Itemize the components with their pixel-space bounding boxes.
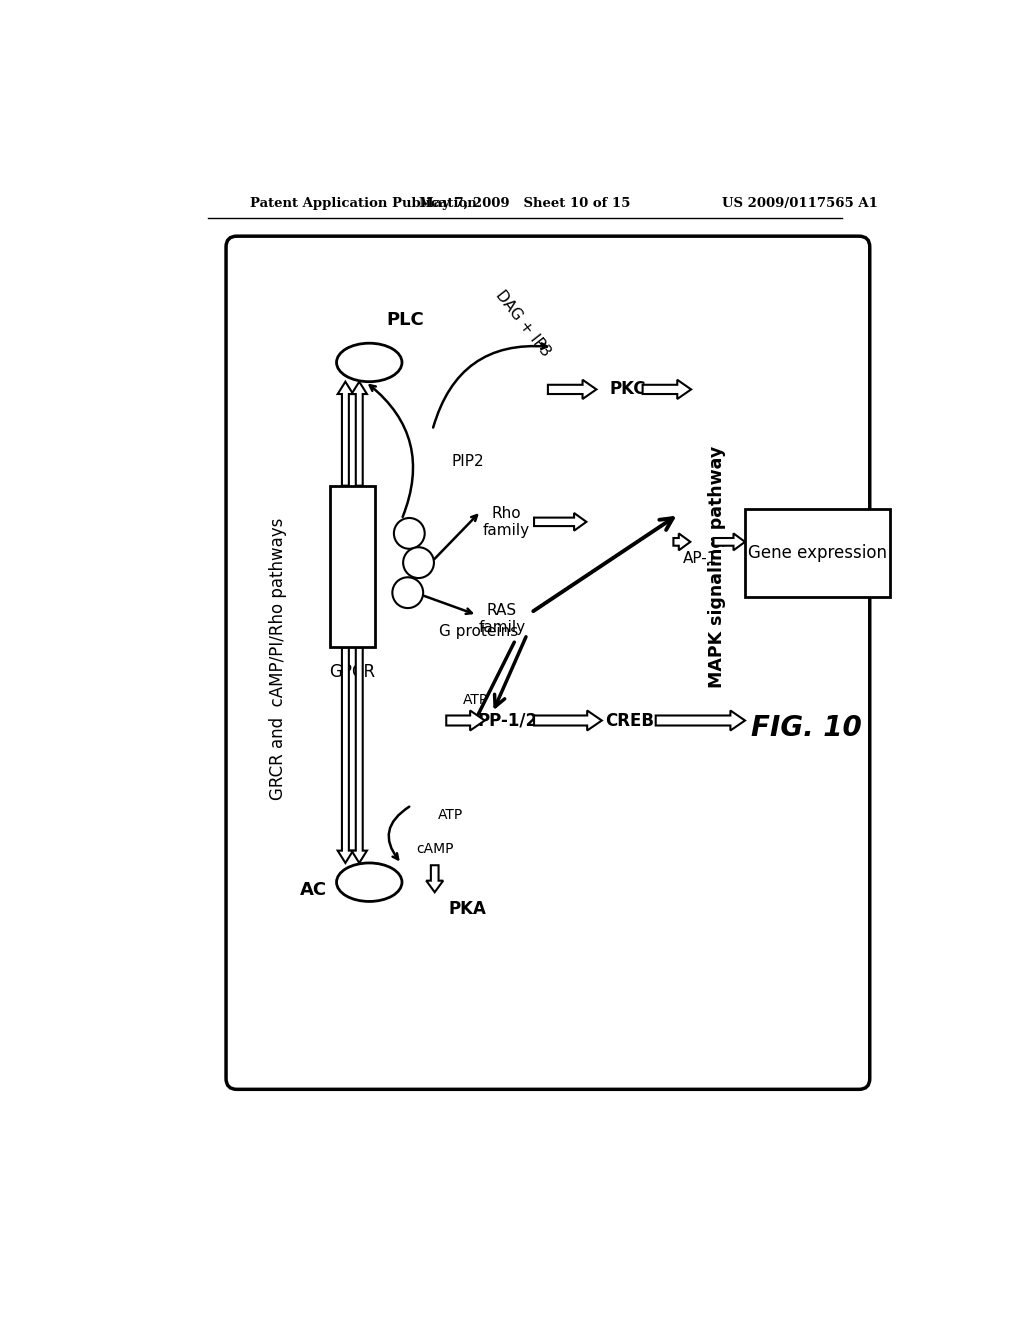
Polygon shape [674, 533, 690, 550]
Text: AC: AC [356, 874, 382, 891]
Text: Rho
family: Rho family [482, 506, 529, 539]
Text: PKA: PKA [449, 900, 486, 919]
Text: MAPK signaling pathway: MAPK signaling pathway [709, 445, 726, 688]
Polygon shape [426, 866, 443, 892]
Text: DAG + IP3: DAG + IP3 [493, 288, 554, 360]
Text: ATP: ATP [463, 693, 488, 706]
Text: q: q [404, 527, 414, 540]
Polygon shape [714, 533, 745, 550]
Text: cAMP: cAMP [416, 842, 454, 857]
Polygon shape [351, 647, 367, 863]
FancyBboxPatch shape [330, 486, 375, 647]
Circle shape [403, 548, 434, 578]
Text: 12: 12 [411, 556, 426, 569]
Text: AP-1: AP-1 [683, 552, 718, 566]
Text: May 7, 2009   Sheet 10 of 15: May 7, 2009 Sheet 10 of 15 [419, 197, 631, 210]
Polygon shape [548, 380, 596, 399]
Text: G proteins: G proteins [438, 624, 518, 639]
FancyBboxPatch shape [745, 508, 890, 597]
Text: PLC: PLC [386, 312, 424, 329]
Polygon shape [338, 647, 353, 863]
Text: Gene expression: Gene expression [748, 544, 887, 562]
Text: PIP2: PIP2 [452, 454, 484, 469]
Text: CREB: CREB [605, 711, 654, 730]
Text: ATP: ATP [437, 808, 463, 822]
Polygon shape [655, 710, 745, 730]
Polygon shape [535, 710, 602, 730]
Text: PKC: PKC [609, 380, 646, 399]
Text: PP-1/2: PP-1/2 [478, 711, 538, 730]
Text: RAS
family: RAS family [478, 603, 525, 635]
Text: AC: AC [300, 880, 327, 899]
Text: FIG. 10: FIG. 10 [752, 714, 862, 742]
Circle shape [392, 577, 423, 609]
Text: PLC: PLC [352, 354, 387, 371]
Circle shape [394, 517, 425, 549]
Text: Patent Application Publication: Patent Application Publication [250, 197, 476, 210]
Ellipse shape [337, 863, 402, 902]
Polygon shape [535, 513, 587, 531]
Polygon shape [446, 710, 484, 730]
Ellipse shape [337, 343, 402, 381]
Text: GRCR and  cAMP/PI/Rho pathways: GRCR and cAMP/PI/Rho pathways [269, 517, 288, 800]
FancyBboxPatch shape [226, 236, 869, 1089]
Text: GPCR: GPCR [330, 663, 376, 681]
Polygon shape [338, 381, 353, 486]
Polygon shape [643, 380, 691, 399]
Polygon shape [351, 381, 367, 486]
Text: US 2009/0117565 A1: US 2009/0117565 A1 [722, 197, 878, 210]
Text: si: si [402, 586, 413, 599]
